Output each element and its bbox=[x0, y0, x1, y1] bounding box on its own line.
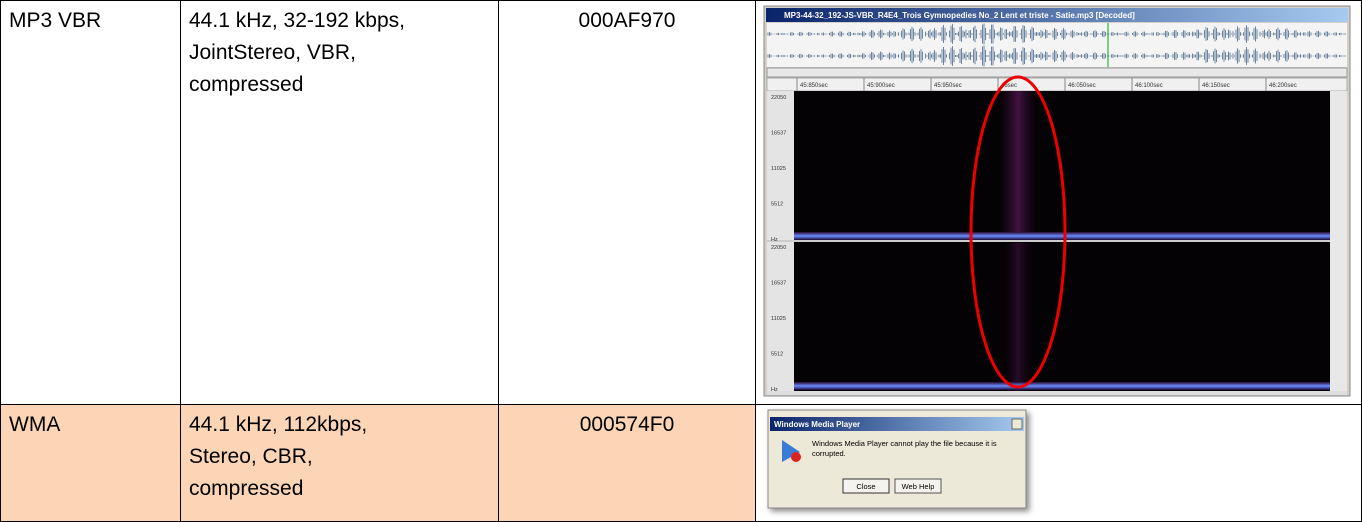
scrollbar bbox=[766, 67, 1348, 78]
window-title: MP3-44-32_192-JS-VBR_R4E4_Trois Gymnoped… bbox=[784, 11, 1135, 20]
dialog-message: corrupted. bbox=[812, 449, 846, 458]
freq-label: 22050 bbox=[771, 245, 786, 251]
freq-label: 16537 bbox=[771, 281, 786, 287]
cell-text: MP3 VBR bbox=[9, 9, 102, 32]
freq-label: Hz bbox=[771, 237, 778, 243]
close-button[interactable] bbox=[842, 478, 890, 494]
time-label: 45:950sec bbox=[934, 83, 962, 89]
table-cell: 44.1 kHz, 32-192 kbps, JointStereo, VBR, c… bbox=[180, 0, 499, 405]
waveform bbox=[767, 45, 1346, 67]
title-bar bbox=[766, 8, 1348, 22]
freq-label: 22050 bbox=[771, 95, 786, 101]
cell-text: 44.1 kHz, 32-192 kbps, bbox=[189, 9, 405, 32]
cell-text: Stereo, CBR, bbox=[189, 445, 313, 468]
freq-label: 11025 bbox=[771, 166, 786, 172]
dialog-title: Windows Media Player bbox=[774, 420, 860, 429]
low-band bbox=[794, 232, 1330, 240]
time-label: 46sec bbox=[1001, 83, 1017, 89]
dialog-title-bar bbox=[770, 417, 1024, 431]
waveform bbox=[767, 23, 1346, 45]
freq-label: 16537 bbox=[771, 131, 786, 137]
time-label: 45:900sec bbox=[867, 83, 895, 89]
waveform-area bbox=[767, 23, 1347, 67]
freq-label: 11025 bbox=[771, 316, 786, 322]
glitch-glow bbox=[1004, 243, 1032, 391]
glitch-glow bbox=[1000, 91, 1036, 239]
time-label: 46:100sec bbox=[1135, 83, 1163, 89]
cell-text: compressed bbox=[189, 73, 304, 96]
time-label: 46:050sec bbox=[1068, 83, 1096, 89]
low-band bbox=[794, 382, 1330, 390]
table-cell: 000574F0 bbox=[498, 404, 756, 522]
freq-label: 5512 bbox=[771, 202, 783, 208]
dialog-message: Windows Media Player cannot play the fil… bbox=[812, 439, 997, 448]
cell-text: compressed bbox=[189, 477, 304, 500]
button-label[interactable]: Close bbox=[856, 482, 875, 491]
time-label: 46:200sec bbox=[1269, 83, 1297, 89]
hscroll bbox=[767, 391, 1347, 395]
time-ruler bbox=[766, 77, 1348, 92]
vscroll bbox=[1330, 91, 1347, 391]
cell-text: JointStereo, VBR, bbox=[189, 41, 356, 64]
cell-text: WMA bbox=[9, 413, 61, 436]
freq-label: Hz bbox=[771, 387, 778, 393]
table-cell: 44.1 kHz, 112kbps, Stereo, CBR, compressed bbox=[180, 404, 499, 522]
button-label[interactable]: Web Help bbox=[902, 482, 935, 491]
webhelp-button[interactable] bbox=[894, 478, 942, 494]
cell-text: 44.1 kHz, 112kbps, bbox=[189, 413, 368, 436]
freq-label: 5512 bbox=[771, 352, 783, 358]
time-label: 45:850sec bbox=[800, 83, 828, 89]
time-label: 46:150sec bbox=[1202, 83, 1230, 89]
cell-text: 000AF970 bbox=[578, 9, 676, 32]
highlight-ellipse bbox=[969, 75, 1067, 389]
player-icon bbox=[782, 440, 800, 462]
error-icon bbox=[791, 452, 801, 462]
cell-text: 000574F0 bbox=[579, 413, 675, 436]
close-x[interactable] bbox=[1011, 418, 1023, 430]
